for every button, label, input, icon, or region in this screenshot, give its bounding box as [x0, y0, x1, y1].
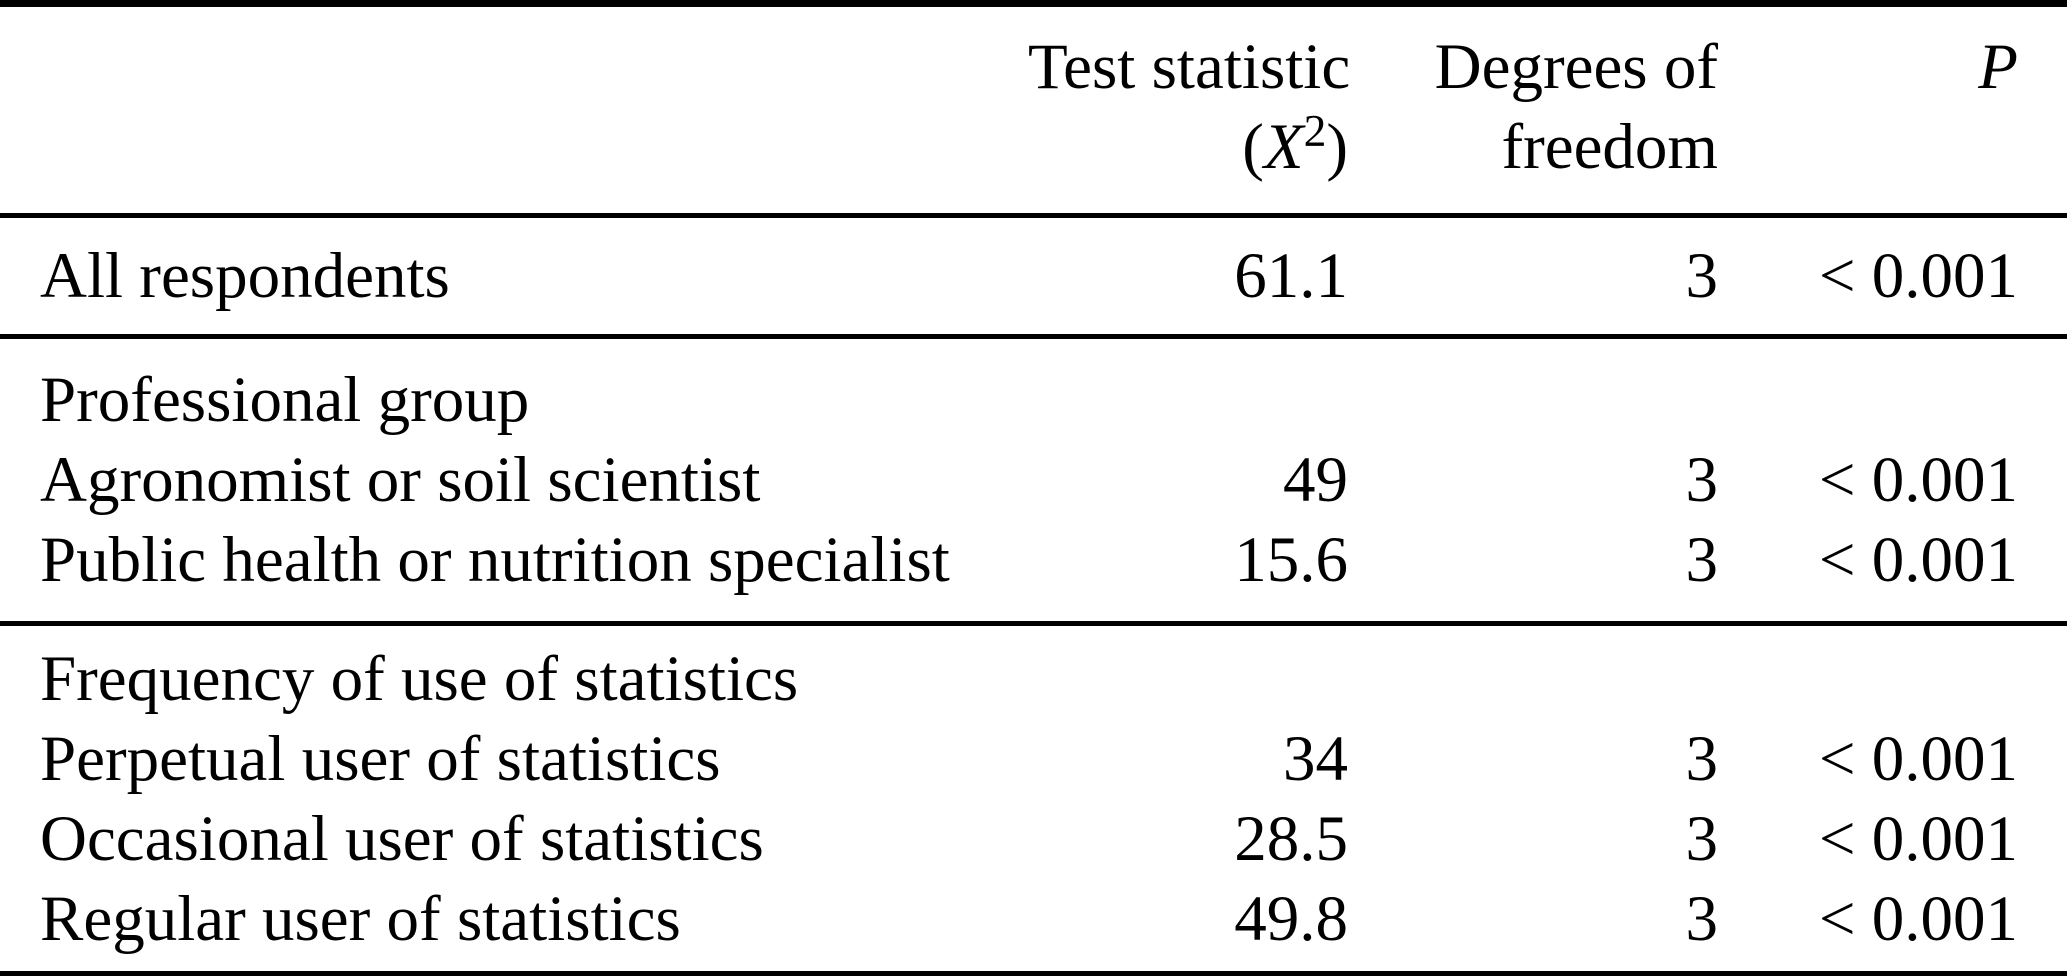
paren-open: ( [1242, 111, 1264, 183]
empty-cell [1718, 360, 2018, 440]
group-header-row: Frequency of use of statistics [0, 639, 2067, 719]
table-row: Occasional user of statistics 28.5 3 < 0… [0, 799, 2067, 879]
row-label: Public health or nutrition specialist [40, 524, 950, 596]
table-header: Test statistic (X2) Degrees of freedom P [0, 7, 2067, 218]
p-value: < 0.001 [1818, 524, 2018, 596]
table-row: Perpetual user of statistics 34 3 < 0.00… [0, 719, 2067, 799]
empty-cell [1348, 639, 1718, 719]
row-label: All respondents [40, 240, 450, 312]
test-statistic-header-line2: (X2) [1028, 105, 1348, 193]
df-value: 3 [1685, 524, 1719, 596]
p-value: < 0.001 [1818, 444, 2018, 516]
empty-cell [1718, 639, 2018, 719]
test-statistic-value: 34 [1283, 723, 1348, 795]
section-overall: All respondents 61.1 3 < 0.001 [0, 218, 2067, 339]
p-value: < 0.001 [1818, 883, 2018, 955]
empty-cell [1028, 639, 1348, 719]
table-row: All respondents 61.1 3 < 0.001 [0, 236, 2067, 316]
p-value: < 0.001 [1818, 803, 2018, 875]
df-value: 3 [1685, 240, 1719, 312]
table-row: Agronomist or soil scientist 49 3 < 0.00… [0, 440, 2067, 520]
row-label: Regular user of statistics [40, 883, 681, 955]
col-header-degrees-of-freedom: Degrees of freedom [1348, 27, 1718, 193]
empty-cell [1028, 360, 1348, 440]
col-header-p-value: P [1978, 31, 2018, 103]
group-header-row: Professional group [0, 360, 2067, 440]
p-value: < 0.001 [1818, 723, 2018, 795]
df-header-line2: freedom [1501, 111, 1718, 183]
test-statistic-value: 15.6 [1234, 524, 1348, 596]
row-label: Agronomist or soil scientist [40, 444, 761, 516]
table-row: Public health or nutrition specialist 15… [0, 520, 2067, 600]
row-label: Perpetual user of statistics [40, 723, 721, 795]
col-header-empty [40, 27, 1028, 193]
df-value: 3 [1685, 883, 1719, 955]
table-row: Regular user of statistics 49.8 3 < 0.00… [0, 879, 2067, 959]
paren-close: ) [1326, 111, 1348, 183]
df-value: 3 [1685, 444, 1719, 516]
empty-cell [1348, 360, 1718, 440]
group-label: Professional group [40, 364, 530, 436]
test-statistic-value: 49 [1283, 444, 1348, 516]
section-frequency-of-use: Frequency of use of statistics Perpetual… [0, 626, 2067, 971]
row-label: Occasional user of statistics [40, 803, 764, 875]
chi-square-symbol: X [1263, 111, 1304, 183]
df-value: 3 [1685, 723, 1719, 795]
p-value: < 0.001 [1818, 240, 2018, 312]
df-value: 3 [1685, 803, 1719, 875]
section-professional-group: Professional group Agronomist or soil sc… [0, 339, 2067, 626]
chi-square-exponent: 2 [1303, 105, 1327, 157]
test-statistic-value: 61.1 [1234, 240, 1348, 312]
col-header-test-statistic: Test statistic (X2) [1028, 27, 1351, 193]
df-header-line1: Degrees of [1434, 31, 1718, 103]
test-statistic-value: 49.8 [1234, 883, 1348, 955]
group-label: Frequency of use of statistics [40, 643, 799, 715]
test-statistic-header-line1: Test statistic [1028, 31, 1351, 103]
test-statistic-value: 28.5 [1234, 803, 1348, 875]
